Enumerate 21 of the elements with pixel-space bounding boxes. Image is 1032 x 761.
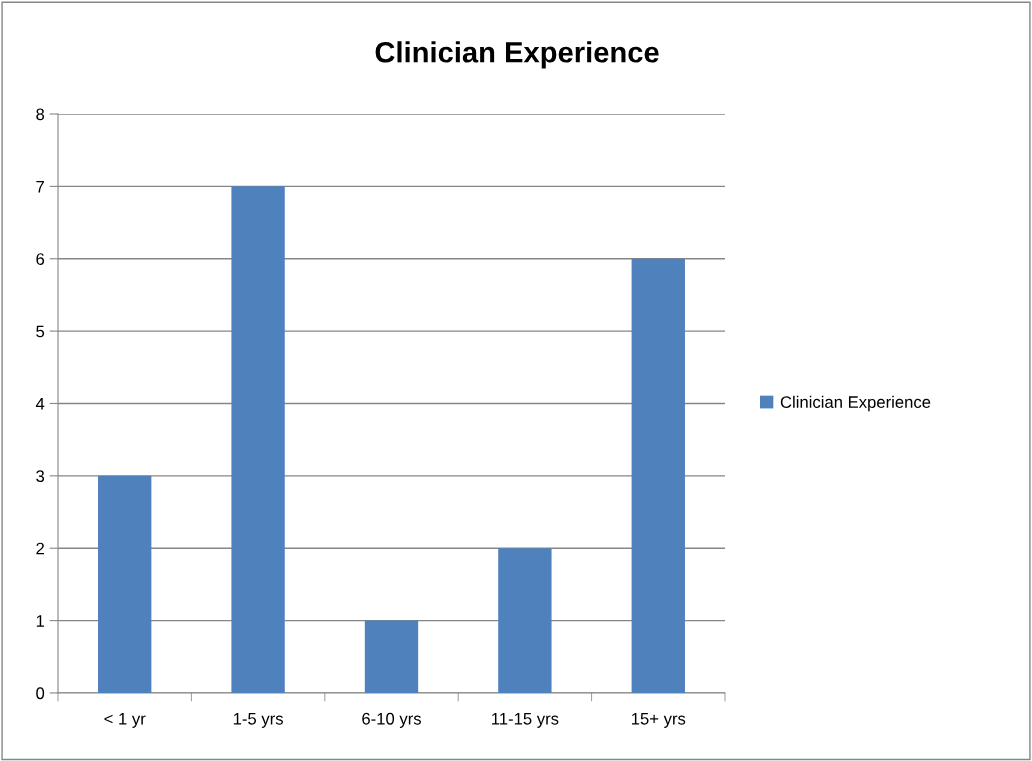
y-tick-label: 7 <box>36 180 44 193</box>
chart-title: Clinician Experience <box>375 41 659 69</box>
x-tick-label: 6-10 yrs <box>362 712 421 728</box>
y-tick-label: 6 <box>36 253 45 265</box>
y-tick-label: 1 <box>36 615 44 627</box>
y-tick-label: 2 <box>36 542 44 555</box>
y-tick-label: 4 <box>35 398 45 410</box>
y-tick-label: 3 <box>36 470 45 483</box>
bar <box>98 475 152 693</box>
x-tick-label: < 1 yr <box>104 713 146 728</box>
x-tick-label: 1-5 yrs <box>233 713 283 728</box>
y-tick-label: 0 <box>36 687 45 700</box>
bar <box>364 620 419 693</box>
y-tick-label: 5 <box>36 325 45 338</box>
bar <box>631 258 685 693</box>
bar <box>498 548 552 693</box>
legend-label: Clinician Experience <box>780 395 931 412</box>
y-tick-label: 8 <box>36 108 45 121</box>
x-tick-label: 11-15 yrs <box>492 713 559 728</box>
x-tick-label: 15+ yrs <box>631 713 686 728</box>
bar <box>231 186 285 693</box>
